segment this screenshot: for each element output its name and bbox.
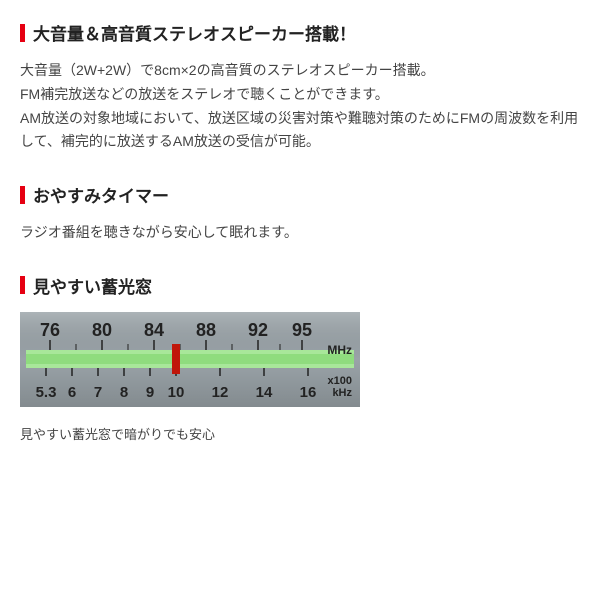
svg-text:14: 14 [256,384,273,401]
section-timer: おやすみタイマー ラジオ番組を聴きながら安心して眠れます。 [20,182,580,245]
red-bar-icon [20,186,25,204]
svg-text:8: 8 [120,384,128,401]
heading-text: 大音量＆高音質ステレオスピーカー搭載！ [33,20,356,45]
body-timer: ラジオ番組を聴きながら安心して眠れます。 [20,221,580,245]
body-speaker: 大音量（2W+2W）で8cm×2の高音質のステレオスピーカー搭載。FM補完放送な… [20,59,580,154]
svg-text:80: 80 [92,320,112,340]
caption-dial: 見やすい蓄光窓で暗がりでも安心 [20,424,580,443]
svg-text:9: 9 [146,384,154,401]
heading-text: おやすみタイマー [33,182,169,207]
svg-text:7: 7 [94,384,102,401]
section-speaker: 大音量＆高音質ステレオスピーカー搭載！ 大音量（2W+2W）で8cm×2の高音質… [20,20,580,154]
svg-text:MHz: MHz [327,343,352,357]
svg-text:84: 84 [144,320,164,340]
section-dial: 見やすい蓄光窓 76 80 84 88 92 95 MHz 5.3 6 7 8 9 10 12 14 16 x1… [20,273,580,443]
svg-text:x100: x100 [328,375,352,387]
red-bar-icon [20,276,25,294]
radio-dial-icon: 76 80 84 88 92 95 MHz 5.3 6 7 8 9 10 12 14 16 x100kHz [20,312,360,407]
svg-text:12: 12 [212,384,229,401]
heading-dial: 見やすい蓄光窓 [20,273,580,298]
svg-text:88: 88 [196,320,216,340]
svg-text:16: 16 [300,384,317,401]
red-bar-icon [20,24,25,42]
svg-text:95: 95 [292,320,312,340]
svg-text:5.3: 5.3 [36,384,57,401]
dial-figure: 76 80 84 88 92 95 MHz 5.3 6 7 8 9 10 12 14 16 x100kHz [20,312,360,410]
svg-text:76: 76 [40,320,60,340]
svg-text:92: 92 [248,320,268,340]
heading-speaker: 大音量＆高音質ステレオスピーカー搭載！ [20,20,580,45]
svg-text:6: 6 [68,384,76,401]
heading-text: 見やすい蓄光窓 [33,273,152,298]
heading-timer: おやすみタイマー [20,182,580,207]
svg-text:10: 10 [168,384,185,401]
svg-text:kHz: kHz [332,387,352,399]
